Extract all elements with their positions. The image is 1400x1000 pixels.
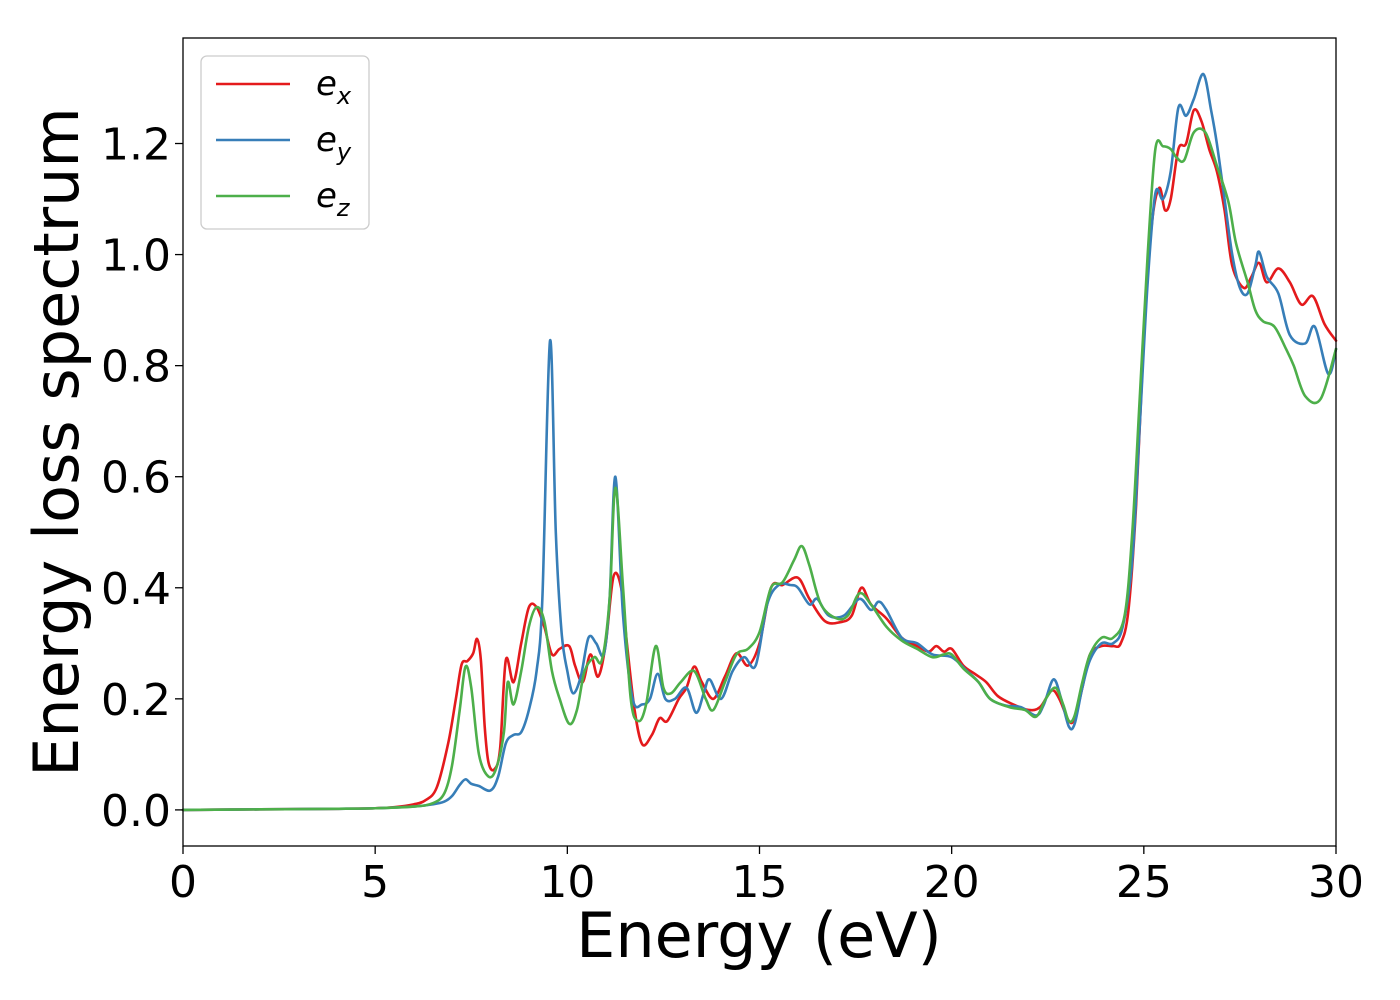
legend: ex ey ez	[200, 55, 370, 230]
y-tick-label: 1.0	[101, 231, 171, 282]
x-tick-label: 20	[924, 857, 980, 908]
y-tick-label: 1.2	[101, 120, 171, 171]
legend-label-ex: ex	[316, 64, 352, 110]
x-tick-label: 10	[539, 857, 595, 908]
x-tick-label: 25	[1116, 857, 1172, 908]
x-axis-label: Energy (eV)	[576, 899, 942, 972]
y-tick-label: 0.8	[101, 342, 171, 393]
x-tick-label: 15	[732, 857, 788, 908]
legend-label-ez: ez	[316, 176, 351, 222]
legend-label-ey: ey	[316, 120, 352, 166]
x-tick-label: 0	[169, 857, 197, 908]
y-tick-label: 0.2	[101, 675, 171, 726]
legend-box	[200, 55, 370, 230]
x-tick-label: 5	[361, 857, 389, 908]
plot-area	[183, 38, 1336, 846]
x-tick-label: 30	[1308, 857, 1364, 908]
series-layer	[181, 72, 1338, 812]
y-axis: 0.0 0.2 0.4 0.6 0.8 1.0 1.2	[101, 120, 183, 837]
series-line-ey	[181, 72, 1338, 812]
y-tick-label: 0.4	[101, 564, 171, 615]
y-tick-label: 0.6	[101, 453, 171, 504]
y-axis-label: Energy loss spectrum	[20, 107, 93, 777]
x-axis: 0 5 10 15 20 25 30	[169, 846, 1364, 908]
y-tick-label: 0.0	[101, 786, 171, 837]
series-line-ez	[181, 127, 1338, 812]
